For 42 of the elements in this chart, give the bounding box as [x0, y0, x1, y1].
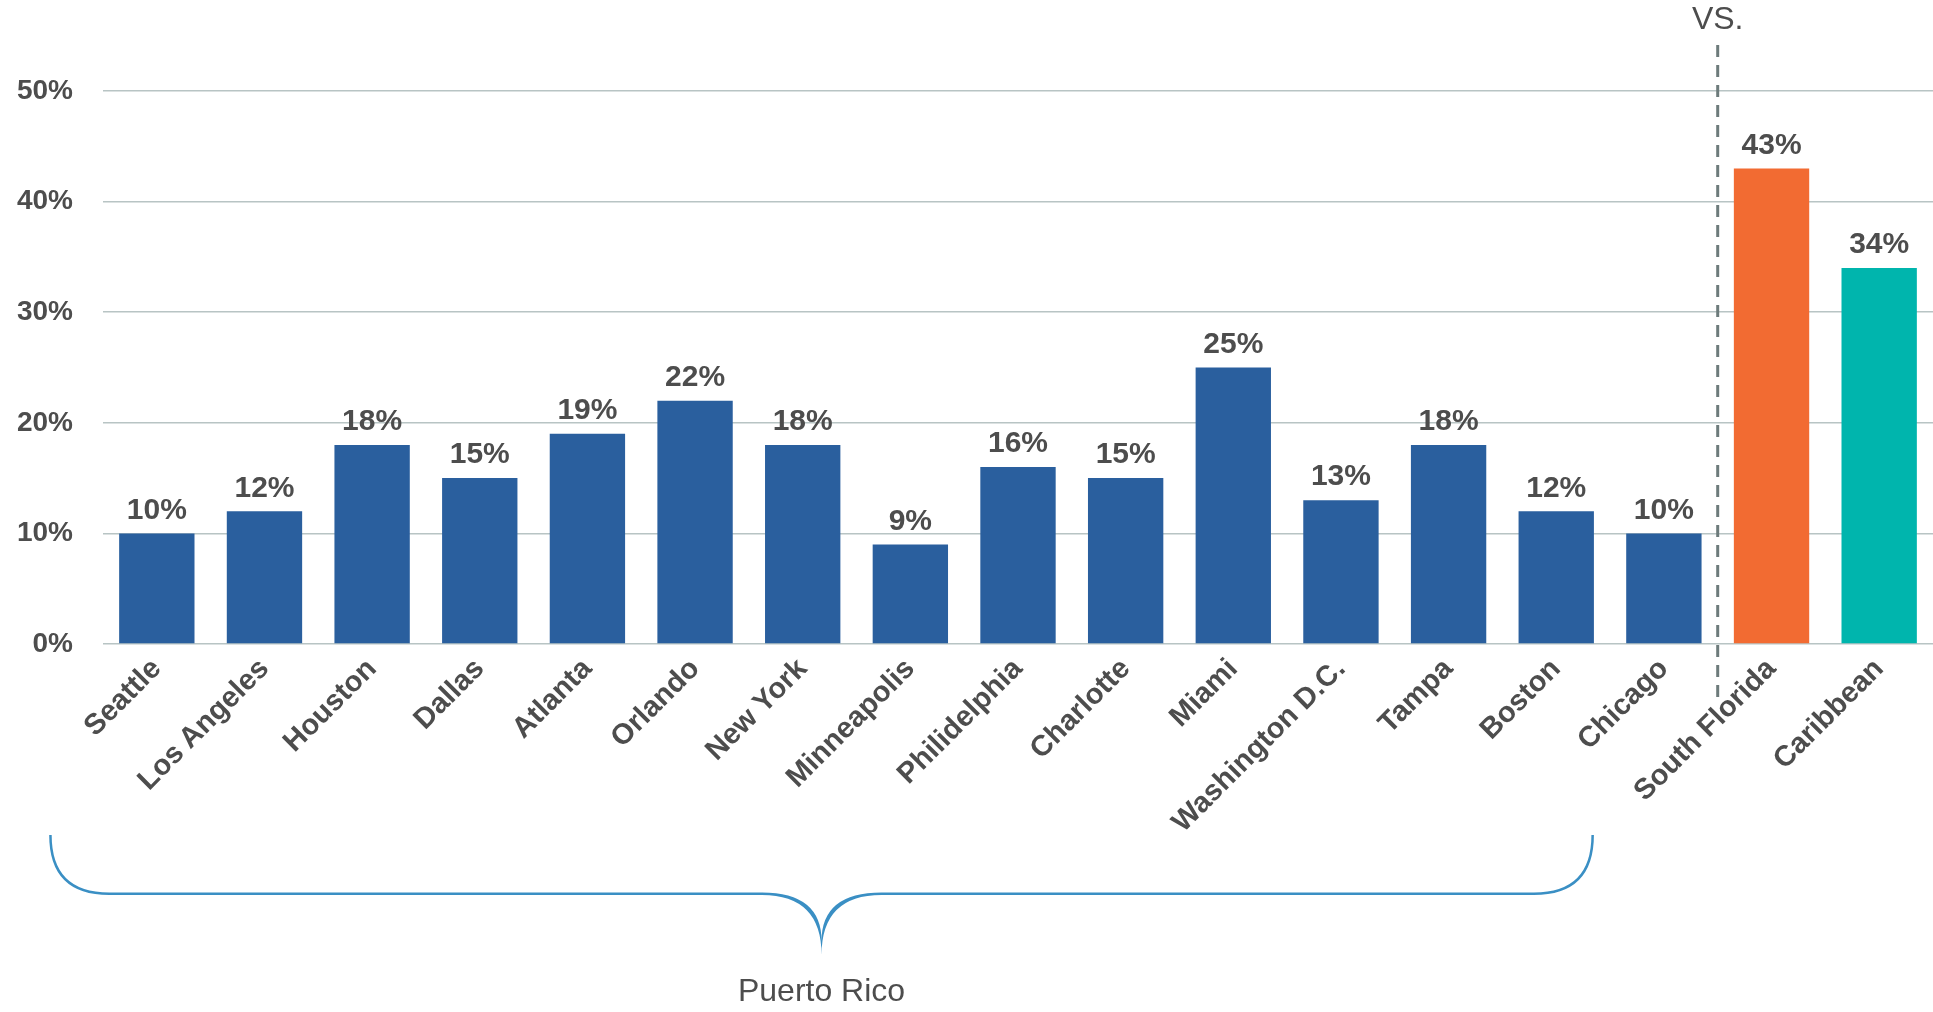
data-label: 25%	[1203, 325, 1264, 359]
y-tick-label: 10%	[16, 516, 74, 548]
bar	[549, 433, 626, 644]
data-label: 34%	[1849, 226, 1910, 260]
data-label: 15%	[1095, 436, 1156, 470]
bar	[1410, 444, 1487, 644]
bar	[1841, 267, 1917, 644]
y-tick-label: 50%	[16, 73, 74, 105]
bar	[1195, 367, 1271, 644]
text: Puerto Rico	[737, 972, 906, 1009]
bar	[657, 400, 733, 644]
data-label: 16%	[987, 425, 1049, 459]
bar	[442, 478, 518, 644]
data-label: 13%	[1310, 458, 1371, 492]
bar	[765, 444, 841, 644]
data-label: 15%	[449, 436, 510, 470]
data-label: 19%	[557, 392, 618, 426]
bar	[1518, 511, 1594, 644]
bar	[980, 467, 1056, 644]
data-label: 22%	[665, 358, 726, 392]
bar	[1733, 168, 1810, 644]
data-label: 43%	[1741, 126, 1802, 160]
bar	[334, 444, 410, 644]
bar	[1303, 500, 1379, 644]
bar	[872, 544, 949, 644]
ref-line-label: VS.	[1691, 0, 1744, 36]
data-label: 10%	[1633, 491, 1694, 525]
data-label: 10%	[126, 491, 187, 525]
bar	[119, 533, 195, 644]
data-label: 18%	[772, 403, 833, 437]
data-label: 12%	[1526, 469, 1587, 503]
y-tick-label: 20%	[16, 405, 74, 437]
bar	[226, 511, 303, 644]
data-label: 18%	[1418, 403, 1479, 437]
data-label: 12%	[234, 469, 295, 503]
y-tick-label: 30%	[16, 294, 74, 326]
y-tick-label: 40%	[16, 184, 74, 216]
y-tick-label: 0%	[32, 626, 74, 658]
bar	[1626, 533, 1702, 644]
data-label: 9%	[888, 502, 933, 536]
data-label: 18%	[342, 403, 403, 437]
bar	[1087, 478, 1164, 644]
